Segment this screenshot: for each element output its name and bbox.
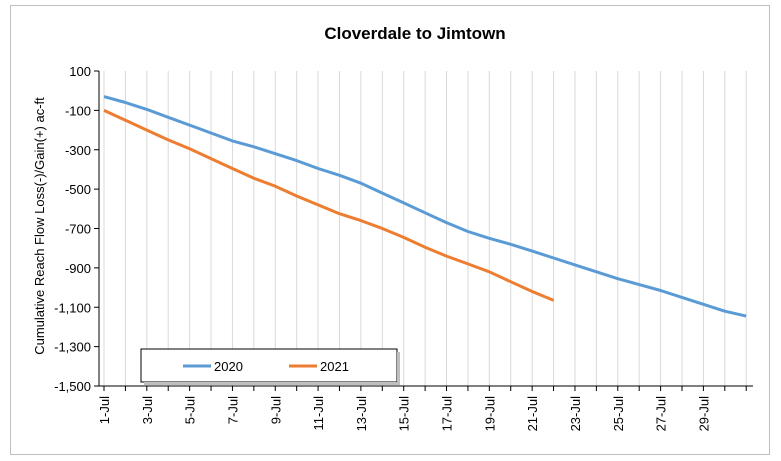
y-tick-label: -100	[65, 103, 91, 118]
legend-shadow	[397, 352, 400, 385]
legend-label-2021: 2021	[320, 359, 349, 374]
x-tick-label: 25-Jul	[611, 396, 626, 432]
y-tick-label: -900	[65, 261, 91, 276]
y-tick-label: -300	[65, 143, 91, 158]
x-tick-labels: 1-Jul 3-Jul 5-Jul 7-Jul 9-Jul 11-Jul 13-Jul 15-…	[97, 396, 711, 432]
gridlines	[103, 71, 747, 386]
x-tick-label: 3-Jul	[140, 396, 155, 424]
line-chart: Cloverdale to Jimtown Cumulative Reach F…	[32, 24, 753, 432]
x-tick-label: 15-Jul	[397, 396, 412, 432]
y-tick-label: -500	[65, 182, 91, 197]
x-tick-label: 29-Jul	[696, 396, 711, 432]
x-tick-label: 11-Jul	[311, 396, 326, 431]
axes	[94, 70, 753, 391]
x-tick-label: 23-Jul	[568, 396, 583, 432]
x-tick-label: 7-Jul	[225, 396, 240, 424]
x-tick-label: 1-Jul	[97, 396, 112, 424]
legend-box	[140, 348, 398, 383]
y-tick-labels: 100 -100 -300 -500 -700 -900 -1,100 -1,300 -1,50…	[54, 64, 91, 394]
y-tick-label: -1,500	[54, 379, 91, 394]
legend: 2020 2021	[140, 348, 400, 385]
y-tick-label: -700	[65, 222, 91, 237]
y-tick-label: 100	[69, 64, 91, 79]
x-tick-label: 13-Jul	[354, 396, 369, 432]
series-lines	[103, 95, 747, 318]
y-tick-label: -1,100	[54, 300, 91, 315]
y-tick-label: -1,300	[54, 340, 91, 355]
legend-shadow-bottom	[144, 382, 400, 385]
x-tick-label: 21-Jul	[525, 396, 540, 432]
chart-frame: Cloverdale to Jimtown Cumulative Reach F…	[10, 5, 770, 455]
legend-label-2020: 2020	[214, 359, 243, 374]
series-line-2021	[103, 109, 555, 302]
x-tick-label: 17-Jul	[440, 396, 455, 432]
chart-title: Cloverdale to Jimtown	[324, 24, 505, 43]
x-tick-label: 5-Jul	[183, 396, 198, 424]
series-line-2020	[103, 95, 747, 318]
x-tick-label: 19-Jul	[482, 396, 497, 432]
x-tick-label: 27-Jul	[654, 396, 669, 432]
x-tick-label: 9-Jul	[268, 396, 283, 424]
y-axis-label: Cumulative Reach Flow Loss(-)/Gain(+) ac…	[32, 97, 47, 355]
